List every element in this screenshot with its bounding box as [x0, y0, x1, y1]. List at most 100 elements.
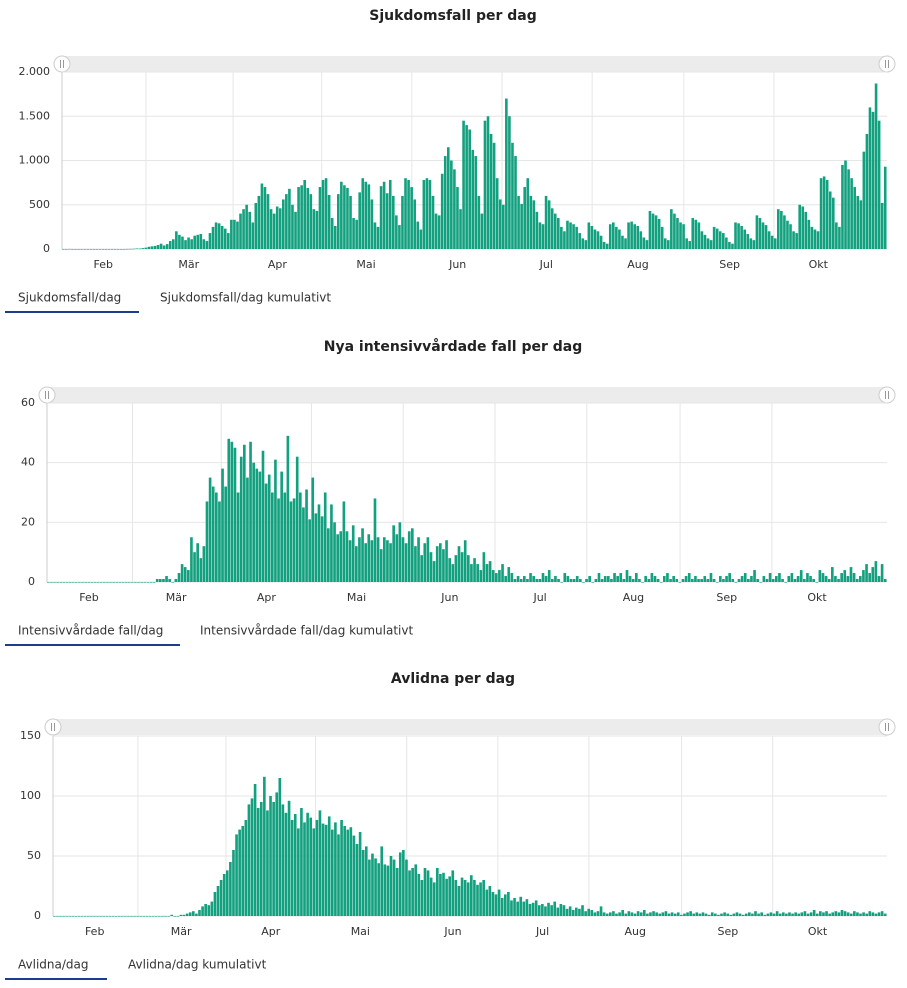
slider-handle[interactable]: [878, 386, 896, 404]
slider-handle[interactable]: [878, 718, 896, 736]
bar: [257, 195, 261, 249]
bar: [174, 579, 178, 582]
bar: [796, 576, 800, 582]
bar: [411, 868, 414, 916]
bar: [386, 540, 389, 582]
bar: [121, 582, 125, 583]
bar: [106, 582, 109, 583]
bar: [241, 826, 245, 916]
bar: [80, 916, 84, 917]
bar: [528, 904, 532, 916]
bar: [111, 916, 115, 917]
bar: [185, 913, 189, 916]
bar: [196, 234, 200, 249]
bar: [205, 501, 209, 582]
bar: [547, 902, 550, 916]
bar: [615, 913, 618, 916]
tab-active[interactable]: Intensivvårdade fall/dag: [18, 624, 163, 638]
bar: [701, 912, 705, 916]
bar: [694, 576, 697, 582]
bar: [156, 245, 160, 249]
tab-active[interactable]: Avlidna/dag: [18, 958, 88, 972]
bar: [224, 486, 227, 582]
bar: [726, 913, 730, 916]
bar: [227, 233, 230, 249]
bar: [670, 209, 673, 249]
bar: [557, 579, 560, 582]
bar: [492, 142, 496, 249]
bar: [129, 248, 132, 250]
bar: [859, 576, 862, 582]
bar: [660, 226, 664, 249]
bar: [765, 579, 769, 582]
bar: [874, 913, 878, 916]
bar: [386, 865, 390, 916]
bar: [675, 579, 679, 582]
bar: [553, 213, 557, 249]
bar: [473, 558, 476, 582]
bar: [781, 579, 784, 582]
bar: [83, 249, 86, 250]
bar: [628, 576, 632, 582]
bar: [804, 211, 808, 249]
bar: [56, 582, 59, 583]
bar: [750, 576, 753, 582]
bar: [218, 501, 221, 582]
bar: [398, 522, 402, 582]
bar: [703, 234, 707, 249]
bar: [334, 822, 337, 916]
slider-handle[interactable]: [44, 718, 62, 736]
y-tick-label: 0: [28, 575, 35, 588]
bar: [541, 224, 545, 249]
bar: [797, 913, 801, 916]
bar: [735, 912, 739, 916]
bar: [605, 913, 609, 916]
x-tick-label: Feb: [94, 258, 113, 271]
bar: [480, 213, 484, 249]
bar: [596, 231, 600, 249]
bar: [563, 573, 567, 582]
bar: [757, 913, 760, 916]
slider-handle[interactable]: [878, 55, 896, 73]
x-tick-label: Feb: [85, 925, 104, 938]
bar: [318, 810, 322, 916]
bar: [880, 564, 884, 582]
bar: [689, 911, 692, 916]
slider-handle[interactable]: [53, 55, 71, 73]
bar: [208, 477, 212, 582]
tab-active[interactable]: Sjukdomsfall/dag: [18, 291, 121, 305]
bar: [463, 540, 467, 582]
bar: [71, 916, 75, 917]
bar: [293, 814, 297, 916]
bar: [431, 195, 435, 249]
bar: [468, 129, 471, 249]
bar: [874, 83, 878, 249]
bar: [404, 543, 408, 582]
bar: [68, 248, 71, 250]
bar: [395, 215, 398, 249]
bar: [382, 181, 386, 249]
bar: [688, 241, 691, 249]
slider-handle[interactable]: [38, 386, 56, 404]
tab[interactable]: Avlidna/dag kumulativt: [128, 958, 267, 972]
bar: [179, 914, 183, 916]
bar: [560, 226, 563, 249]
bar: [544, 576, 548, 582]
bar: [284, 812, 288, 916]
bar: [355, 219, 358, 249]
tab[interactable]: Sjukdomsfall/dag kumulativt: [160, 291, 331, 305]
bar: [531, 902, 535, 916]
bar: [300, 808, 303, 916]
bar: [734, 582, 738, 583]
bar: [812, 579, 815, 582]
bar: [877, 120, 881, 249]
bar: [476, 884, 479, 916]
bar: [849, 567, 853, 582]
bar: [824, 576, 828, 582]
tab[interactable]: Intensivvårdade fall/dag kumulativt: [200, 624, 413, 638]
bar: [327, 816, 331, 916]
bar: [425, 178, 429, 249]
bar: [862, 151, 866, 249]
bar: [215, 492, 218, 582]
bar: [120, 249, 123, 250]
